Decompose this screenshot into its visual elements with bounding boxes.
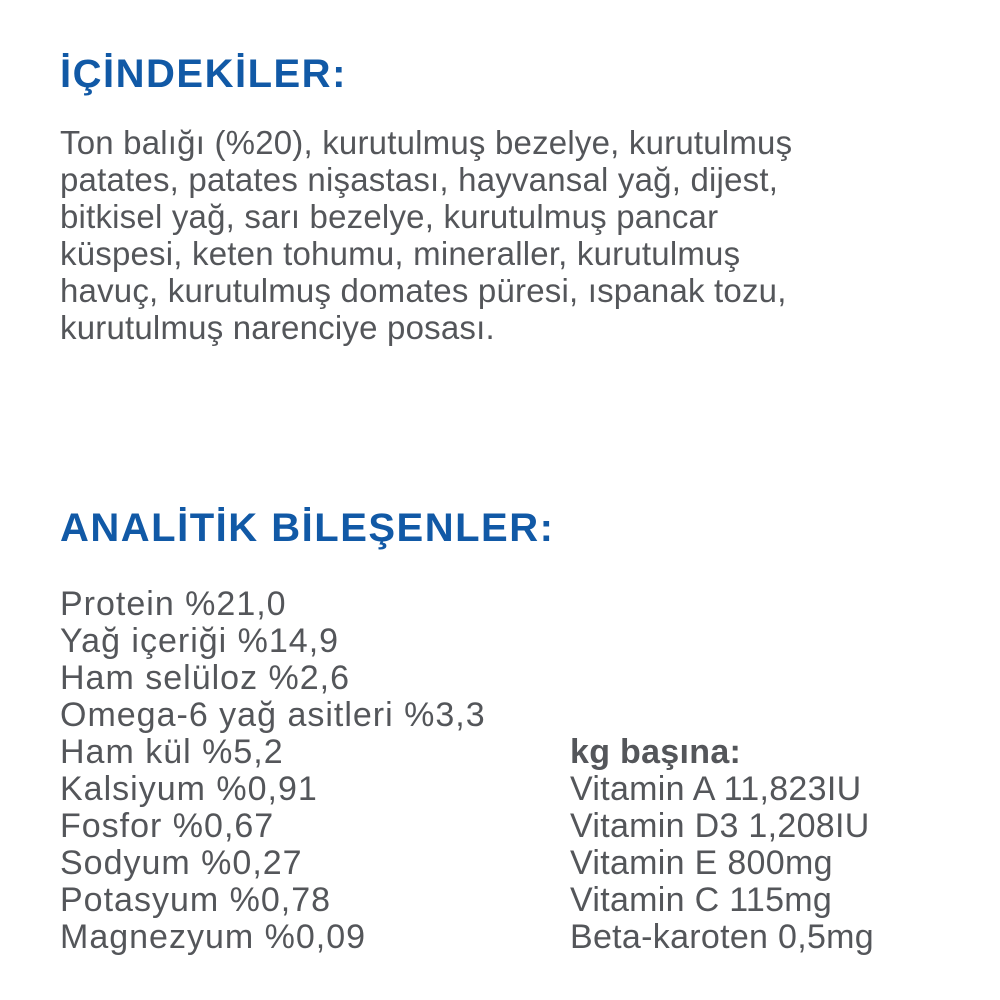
- component-magnesium: Magnezyum %0,09: [60, 918, 367, 956]
- analytical-columns: Protein %21,0 Yağ içeriği %14,9 Ham selü…: [60, 586, 940, 956]
- component-fat: Yağ içeriği %14,9: [60, 622, 340, 660]
- analytical-components-title: ANALİTİK BİLEŞENLER:: [60, 506, 555, 550]
- component-protein: Protein %21,0: [60, 585, 287, 623]
- component-fibre: Ham selüloz %2,6: [60, 659, 351, 697]
- vitamin-c: Vitamin C 115mg: [570, 881, 833, 919]
- component-phosphorus: Fosfor %0,67: [60, 807, 275, 845]
- per-kg-column: kg başına: Vitamin A 11,823IU Vitamin D3…: [570, 734, 940, 956]
- beta-carotene: Beta-karoten 0,5mg: [570, 918, 875, 956]
- components-column: Protein %21,0 Yağ içeriği %14,9 Ham selü…: [60, 586, 570, 956]
- vitamin-d3: Vitamin D3 1,208IU: [570, 807, 870, 845]
- ingredients-title: İÇİNDEKİLER:: [60, 52, 347, 96]
- component-sodium: Sodyum %0,27: [60, 844, 303, 882]
- ingredients-paragraph: Ton balığı (%20), kurutulmuş bezelye, ku…: [60, 124, 793, 346]
- component-ash: Ham kül %5,2: [60, 733, 284, 771]
- per-kg-title: kg başına:: [570, 733, 742, 771]
- component-calcium: Kalsiyum %0,91: [60, 770, 318, 808]
- vitamin-e: Vitamin E 800mg: [570, 844, 833, 882]
- component-omega6: Omega-6 yağ asitleri %3,3: [60, 696, 486, 734]
- vitamin-a: Vitamin A 11,823IU: [570, 770, 862, 808]
- component-potassium: Potasyum %0,78: [60, 881, 332, 919]
